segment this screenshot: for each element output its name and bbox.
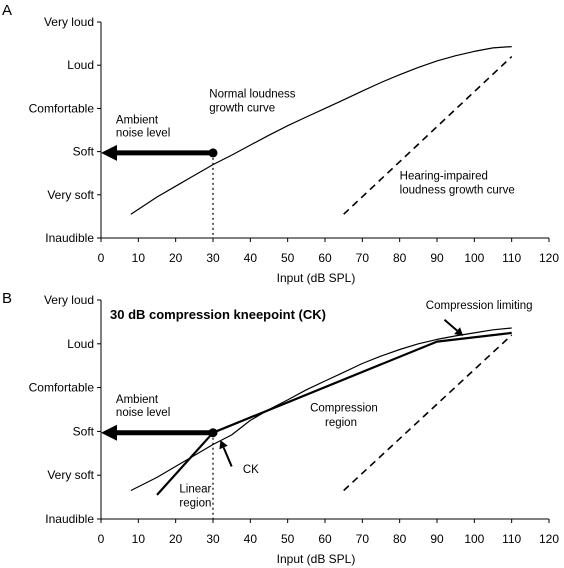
annotation-text: region xyxy=(179,498,211,510)
annotation-text: Ambient xyxy=(116,115,159,127)
x-tick-label: 0 xyxy=(98,532,105,546)
x-tick-label: 90 xyxy=(430,251,444,265)
annotation-text: Ambient xyxy=(116,394,159,406)
panel-label-b: B xyxy=(2,290,12,307)
x-tick-label: 70 xyxy=(356,532,370,546)
y-tick-label: Very soft xyxy=(47,188,94,202)
x-tick-label: 100 xyxy=(464,251,484,265)
ck-arrow-head xyxy=(219,440,228,450)
x-tick-label: 90 xyxy=(430,532,444,546)
x-tick-label: 40 xyxy=(244,532,258,546)
annotation-text: loudness growth curve xyxy=(400,185,515,197)
ck-arrow-shaft xyxy=(222,447,233,467)
marker-point xyxy=(208,428,218,438)
x-tick-label: 30 xyxy=(206,532,220,546)
y-tick-label: Loud xyxy=(67,58,94,72)
x-tick-label: 70 xyxy=(356,251,370,265)
x-tick-label: 60 xyxy=(318,251,332,265)
panel-label-a: A xyxy=(2,2,12,19)
y-tick-label: Comfortable xyxy=(29,101,95,115)
x-tick-label: 20 xyxy=(169,532,183,546)
y-tick-label: Inaudible xyxy=(45,231,94,245)
x-tick-label: 110 xyxy=(502,251,521,265)
x-tick-label: 0 xyxy=(98,251,105,265)
series-line xyxy=(130,327,512,492)
series-line xyxy=(343,334,513,492)
marker-point xyxy=(208,148,218,158)
annotation-text: region xyxy=(325,417,357,429)
y-tick-label: Inaudible xyxy=(45,512,94,526)
y-tick-label: Comfortable xyxy=(29,381,95,395)
x-tick-label: 10 xyxy=(132,532,146,546)
x-tick-label: 50 xyxy=(281,251,295,265)
y-tick-label: Very loud xyxy=(44,293,94,307)
annotation-text: growth curve xyxy=(209,102,275,114)
y-tick-label: Soft xyxy=(73,145,95,159)
y-tick-label: Very soft xyxy=(47,468,94,482)
x-tick-label: 80 xyxy=(393,251,407,265)
annotation-text: Linear xyxy=(179,484,211,496)
x-tick-label: 20 xyxy=(169,251,183,265)
annotation-text: noise level xyxy=(116,127,170,139)
x-tick-label: 50 xyxy=(281,532,295,546)
series-line xyxy=(156,331,512,496)
x-tick-label: 100 xyxy=(464,532,484,546)
noise-level-arrow-head xyxy=(101,144,117,161)
x-tick-label: 110 xyxy=(502,532,521,546)
annotation-text: Compression limiting xyxy=(426,300,533,312)
x-tick-label: 30 xyxy=(206,251,220,265)
y-tick-label: Loud xyxy=(67,337,94,351)
annotation-text: Normal loudness xyxy=(209,89,296,101)
x-axis-label: Input (dB SPL) xyxy=(277,552,356,566)
x-tick-label: 80 xyxy=(393,532,407,546)
x-tick-label: 120 xyxy=(539,532,559,546)
compression-limiting-arrow-shaft xyxy=(443,318,458,332)
chart-title: 30 dB compression kneepoint (CK) xyxy=(110,307,326,322)
annotation-text: Compression xyxy=(310,403,378,415)
x-tick-label: 60 xyxy=(318,532,332,546)
series-line xyxy=(343,56,513,215)
panel-b-chart: Inaudible Very soft Soft Comfortable Loud Ver… xyxy=(29,293,560,566)
x-tick-label: 120 xyxy=(539,251,559,265)
y-tick-label: Very loud xyxy=(44,15,94,29)
series-line xyxy=(130,46,512,215)
x-tick-label: 10 xyxy=(132,251,146,265)
x-tick-label: 40 xyxy=(244,251,258,265)
noise-level-arrow-head xyxy=(101,424,117,441)
panel-a-chart: Inaudible Very soft Soft Comfortable Loud Ver… xyxy=(29,15,560,285)
y-tick-label: Soft xyxy=(73,424,95,438)
x-axis-label: Input (dB SPL) xyxy=(277,271,356,285)
compression-limiting-arrow-head xyxy=(454,327,464,336)
annotation-text: CK xyxy=(243,464,259,476)
annotation-text: Hearing-impaired xyxy=(400,171,488,183)
annotation-text: noise level xyxy=(116,407,170,419)
